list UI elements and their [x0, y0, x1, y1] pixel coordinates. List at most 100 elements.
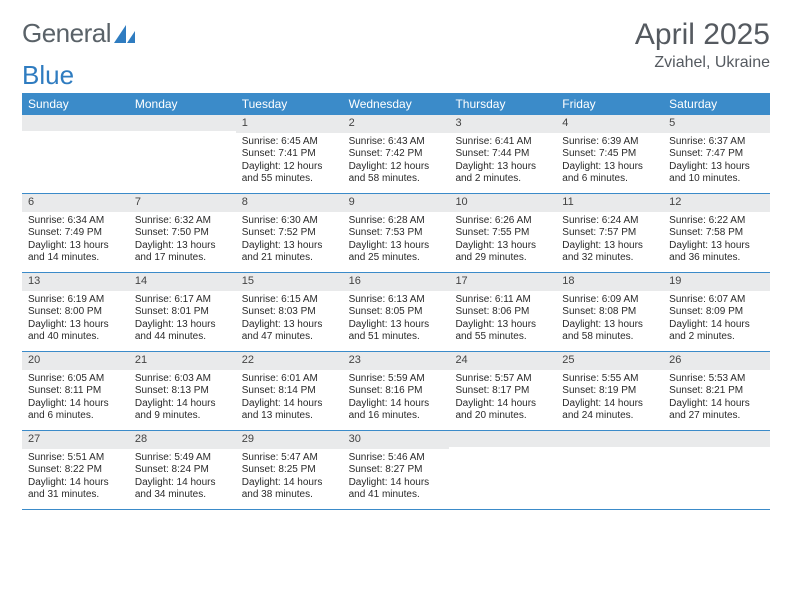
day-cell: 7Sunrise: 6:32 AMSunset: 7:50 PMDaylight…	[129, 194, 236, 272]
sunset-text: Sunset: 7:50 PM	[135, 227, 230, 240]
weekday-wednesday: Wednesday	[343, 93, 450, 115]
day-cell: 1Sunrise: 6:45 AMSunset: 7:41 PMDaylight…	[236, 115, 343, 193]
day-number: 5	[663, 115, 770, 133]
day-cell: 26Sunrise: 5:53 AMSunset: 8:21 PMDayligh…	[663, 352, 770, 430]
day-body: Sunrise: 6:37 AMSunset: 7:47 PMDaylight:…	[663, 133, 770, 190]
day-number: 3	[449, 115, 556, 133]
sunrise-text: Sunrise: 6:05 AM	[28, 373, 123, 386]
day-cell: 25Sunrise: 5:55 AMSunset: 8:19 PMDayligh…	[556, 352, 663, 430]
sunset-text: Sunset: 8:14 PM	[242, 385, 337, 398]
sunrise-text: Sunrise: 6:43 AM	[349, 136, 444, 149]
daylight-text: Daylight: 13 hours and 2 minutes.	[455, 161, 550, 186]
day-cell: 5Sunrise: 6:37 AMSunset: 7:47 PMDaylight…	[663, 115, 770, 193]
daylight-text: Daylight: 14 hours and 34 minutes.	[135, 477, 230, 502]
sunrise-text: Sunrise: 5:47 AM	[242, 452, 337, 465]
day-body: Sunrise: 6:11 AMSunset: 8:06 PMDaylight:…	[449, 291, 556, 348]
day-cell: 3Sunrise: 6:41 AMSunset: 7:44 PMDaylight…	[449, 115, 556, 193]
daylight-text: Daylight: 13 hours and 51 minutes.	[349, 319, 444, 344]
day-body: Sunrise: 5:46 AMSunset: 8:27 PMDaylight:…	[343, 449, 450, 506]
day-body: Sunrise: 5:51 AMSunset: 8:22 PMDaylight:…	[22, 449, 129, 506]
day-body: Sunrise: 6:03 AMSunset: 8:13 PMDaylight:…	[129, 370, 236, 427]
day-body: Sunrise: 6:13 AMSunset: 8:05 PMDaylight:…	[343, 291, 450, 348]
sunrise-text: Sunrise: 6:11 AM	[455, 294, 550, 307]
day-number: 6	[22, 194, 129, 212]
day-body: Sunrise: 5:49 AMSunset: 8:24 PMDaylight:…	[129, 449, 236, 506]
daylight-text: Daylight: 14 hours and 20 minutes.	[455, 398, 550, 423]
sunset-text: Sunset: 8:03 PM	[242, 306, 337, 319]
day-body	[556, 447, 663, 454]
sunset-text: Sunset: 8:01 PM	[135, 306, 230, 319]
sunrise-text: Sunrise: 6:37 AM	[669, 136, 764, 149]
day-number: 1	[236, 115, 343, 133]
day-cell: 19Sunrise: 6:07 AMSunset: 8:09 PMDayligh…	[663, 273, 770, 351]
sunrise-text: Sunrise: 6:15 AM	[242, 294, 337, 307]
daylight-text: Daylight: 13 hours and 47 minutes.	[242, 319, 337, 344]
daylight-text: Daylight: 14 hours and 41 minutes.	[349, 477, 444, 502]
day-cell: 18Sunrise: 6:09 AMSunset: 8:08 PMDayligh…	[556, 273, 663, 351]
sunset-text: Sunset: 8:17 PM	[455, 385, 550, 398]
weekday-sunday: Sunday	[22, 93, 129, 115]
weekday-tuesday: Tuesday	[236, 93, 343, 115]
day-number: 7	[129, 194, 236, 212]
daylight-text: Daylight: 14 hours and 38 minutes.	[242, 477, 337, 502]
day-cell: 12Sunrise: 6:22 AMSunset: 7:58 PMDayligh…	[663, 194, 770, 272]
daylight-text: Daylight: 13 hours and 17 minutes.	[135, 240, 230, 265]
sunset-text: Sunset: 7:52 PM	[242, 227, 337, 240]
day-body: Sunrise: 6:34 AMSunset: 7:49 PMDaylight:…	[22, 212, 129, 269]
week-row: 20Sunrise: 6:05 AMSunset: 8:11 PMDayligh…	[22, 352, 770, 431]
weeks-container: 1Sunrise: 6:45 AMSunset: 7:41 PMDaylight…	[22, 115, 770, 510]
daylight-text: Daylight: 12 hours and 55 minutes.	[242, 161, 337, 186]
day-cell: 20Sunrise: 6:05 AMSunset: 8:11 PMDayligh…	[22, 352, 129, 430]
day-number	[449, 431, 556, 447]
daylight-text: Daylight: 13 hours and 58 minutes.	[562, 319, 657, 344]
day-number: 27	[22, 431, 129, 449]
day-number: 28	[129, 431, 236, 449]
sunset-text: Sunset: 8:11 PM	[28, 385, 123, 398]
logo-text-general: General	[22, 18, 111, 49]
day-cell: 15Sunrise: 6:15 AMSunset: 8:03 PMDayligh…	[236, 273, 343, 351]
day-number: 8	[236, 194, 343, 212]
week-row: 27Sunrise: 5:51 AMSunset: 8:22 PMDayligh…	[22, 431, 770, 510]
sunrise-text: Sunrise: 6:34 AM	[28, 215, 123, 228]
day-number: 29	[236, 431, 343, 449]
day-cell: 23Sunrise: 5:59 AMSunset: 8:16 PMDayligh…	[343, 352, 450, 430]
day-cell: 10Sunrise: 6:26 AMSunset: 7:55 PMDayligh…	[449, 194, 556, 272]
daylight-text: Daylight: 13 hours and 6 minutes.	[562, 161, 657, 186]
day-cell: 14Sunrise: 6:17 AMSunset: 8:01 PMDayligh…	[129, 273, 236, 351]
day-body: Sunrise: 5:47 AMSunset: 8:25 PMDaylight:…	[236, 449, 343, 506]
sunrise-text: Sunrise: 6:26 AM	[455, 215, 550, 228]
day-number: 12	[663, 194, 770, 212]
day-body: Sunrise: 6:17 AMSunset: 8:01 PMDaylight:…	[129, 291, 236, 348]
day-body: Sunrise: 6:05 AMSunset: 8:11 PMDaylight:…	[22, 370, 129, 427]
daylight-text: Daylight: 13 hours and 29 minutes.	[455, 240, 550, 265]
day-number: 17	[449, 273, 556, 291]
day-number: 4	[556, 115, 663, 133]
daylight-text: Daylight: 13 hours and 55 minutes.	[455, 319, 550, 344]
daylight-text: Daylight: 13 hours and 44 minutes.	[135, 319, 230, 344]
day-body	[22, 131, 129, 138]
day-body: Sunrise: 5:59 AMSunset: 8:16 PMDaylight:…	[343, 370, 450, 427]
day-cell: 22Sunrise: 6:01 AMSunset: 8:14 PMDayligh…	[236, 352, 343, 430]
day-number: 21	[129, 352, 236, 370]
logo-sail-icon	[113, 23, 139, 45]
sunset-text: Sunset: 7:42 PM	[349, 148, 444, 161]
day-number: 11	[556, 194, 663, 212]
day-cell: 8Sunrise: 6:30 AMSunset: 7:52 PMDaylight…	[236, 194, 343, 272]
sunset-text: Sunset: 7:41 PM	[242, 148, 337, 161]
daylight-text: Daylight: 13 hours and 36 minutes.	[669, 240, 764, 265]
daylight-text: Daylight: 13 hours and 25 minutes.	[349, 240, 444, 265]
day-body: Sunrise: 5:57 AMSunset: 8:17 PMDaylight:…	[449, 370, 556, 427]
sunset-text: Sunset: 8:13 PM	[135, 385, 230, 398]
sunrise-text: Sunrise: 6:39 AM	[562, 136, 657, 149]
sunrise-text: Sunrise: 6:45 AM	[242, 136, 337, 149]
day-cell: 13Sunrise: 6:19 AMSunset: 8:00 PMDayligh…	[22, 273, 129, 351]
sunset-text: Sunset: 7:45 PM	[562, 148, 657, 161]
day-body: Sunrise: 6:24 AMSunset: 7:57 PMDaylight:…	[556, 212, 663, 269]
weekday-thursday: Thursday	[449, 93, 556, 115]
logo-text-blue: Blue	[22, 60, 770, 91]
day-number: 16	[343, 273, 450, 291]
day-body: Sunrise: 6:45 AMSunset: 7:41 PMDaylight:…	[236, 133, 343, 190]
daylight-text: Daylight: 13 hours and 40 minutes.	[28, 319, 123, 344]
sunrise-text: Sunrise: 5:55 AM	[562, 373, 657, 386]
weekday-monday: Monday	[129, 93, 236, 115]
